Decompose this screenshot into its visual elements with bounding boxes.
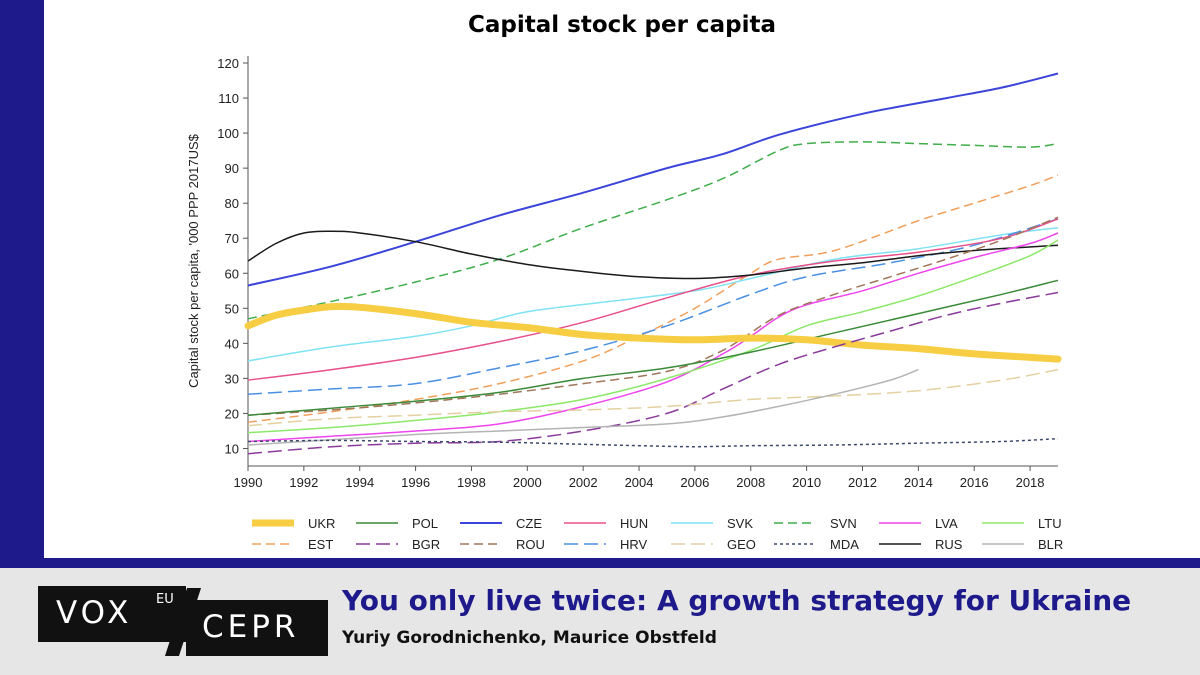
legend-label-bgr: BGR	[412, 537, 440, 552]
series-line-geo	[247, 368, 1059, 427]
series-line-rou	[247, 216, 1059, 416]
y-tick-label: 60	[225, 266, 239, 281]
x-tick-label: 1994	[345, 475, 374, 490]
series-line-lva	[247, 232, 1059, 443]
series-line-bgr	[247, 291, 1059, 455]
y-axis-label: Capital stock per capita, '000 PPP 2017U…	[186, 133, 201, 387]
y-tick-label: 20	[225, 406, 239, 421]
line-chart: 1990 1992 1994 1996 1998 2000 2002 2004 2006 2008…	[186, 56, 1063, 552]
chart-frame: Capital stock per capita 1990 1992 1994 199…	[0, 0, 1200, 568]
series-line-ltu	[247, 239, 1059, 434]
x-tick-label: 1998	[457, 475, 486, 490]
voxeu-logo[interactable]: VOX EU	[38, 586, 186, 642]
x-tick-label: 2002	[569, 475, 598, 490]
legend-label-cze: CZE	[516, 516, 542, 531]
y-tick-label: 100	[217, 126, 239, 141]
y-tick-label: 120	[217, 56, 239, 71]
article-title[interactable]: You only live twice: A growth strategy f…	[342, 584, 1132, 617]
y-tick-label: 80	[225, 196, 239, 211]
series-line-est	[247, 174, 1059, 423]
x-tick-label: 2018	[1016, 475, 1045, 490]
x-tick-label: 2000	[513, 475, 542, 490]
series-line-ukr	[244, 302, 1062, 363]
legend-label-geo: GEO	[727, 537, 756, 552]
x-tick-label: 2012	[848, 475, 877, 490]
cepr-logo-text: CEPR	[202, 609, 300, 645]
series-line-hun	[247, 218, 1059, 381]
chart-title: Capital stock per capita	[467, 12, 776, 38]
series-line-svk	[247, 226, 1059, 362]
article-authors: Yuriy Gorodnichenko, Maurice Obstfeld	[342, 628, 717, 648]
series-line-pol	[247, 279, 1059, 416]
cepr-logo[interactable]: CEPR	[186, 600, 328, 656]
x-tick-label: 2010	[792, 475, 821, 490]
y-tick-label: 50	[225, 301, 239, 316]
legend-label-hrv: HRV	[620, 537, 648, 552]
legend-label-hun: HUN	[620, 516, 648, 531]
y-tick-label: 30	[225, 371, 239, 386]
x-tick-label: 2014	[904, 475, 933, 490]
legend-label-svn: SVN	[830, 516, 857, 531]
y-tick-label: 90	[225, 161, 239, 176]
footer: VOX EU CEPR You only live twice: A growt…	[0, 568, 1200, 675]
x-tick-label: 2016	[960, 475, 989, 490]
series-line-svn	[247, 141, 1059, 320]
x-tick-label: 2006	[680, 475, 709, 490]
legend-label-svk: SVK	[727, 516, 753, 531]
legend-label-blr: BLR	[1038, 537, 1063, 552]
legend-label-lva: LVA	[935, 516, 958, 531]
series-line-hrv	[247, 218, 1059, 395]
eu-logo-text: EU	[156, 592, 174, 607]
series-line-rus	[247, 230, 1059, 280]
legend-label-est: EST	[308, 537, 333, 552]
chart-panel: Capital stock per capita 1990 1992 1994 199…	[44, 0, 1200, 558]
legend-label-pol: POL	[412, 516, 438, 531]
x-tick-label: 1990	[234, 475, 263, 490]
x-tick-label: 2004	[625, 475, 654, 490]
vox-logo-text: VOX	[56, 595, 133, 631]
legend-label-rou: ROU	[516, 537, 545, 552]
y-tick-label: 10	[225, 441, 239, 456]
legend-label-mda: MDA	[830, 537, 859, 552]
x-tick-label: 2008	[736, 475, 765, 490]
legend-label-ltu: LTU	[1038, 516, 1062, 531]
x-tick-label: 1992	[289, 475, 318, 490]
x-tick-label: 1996	[401, 475, 430, 490]
legend-label-rus: RUS	[935, 537, 963, 552]
y-tick-label: 70	[225, 231, 239, 246]
y-tick-label: 40	[225, 336, 239, 351]
y-tick-label: 110	[218, 91, 239, 106]
series-line-blr	[247, 368, 919, 446]
series-line-mda	[247, 437, 1059, 448]
legend-label-ukr: UKR	[308, 516, 335, 531]
series-line-cze	[247, 72, 1059, 287]
